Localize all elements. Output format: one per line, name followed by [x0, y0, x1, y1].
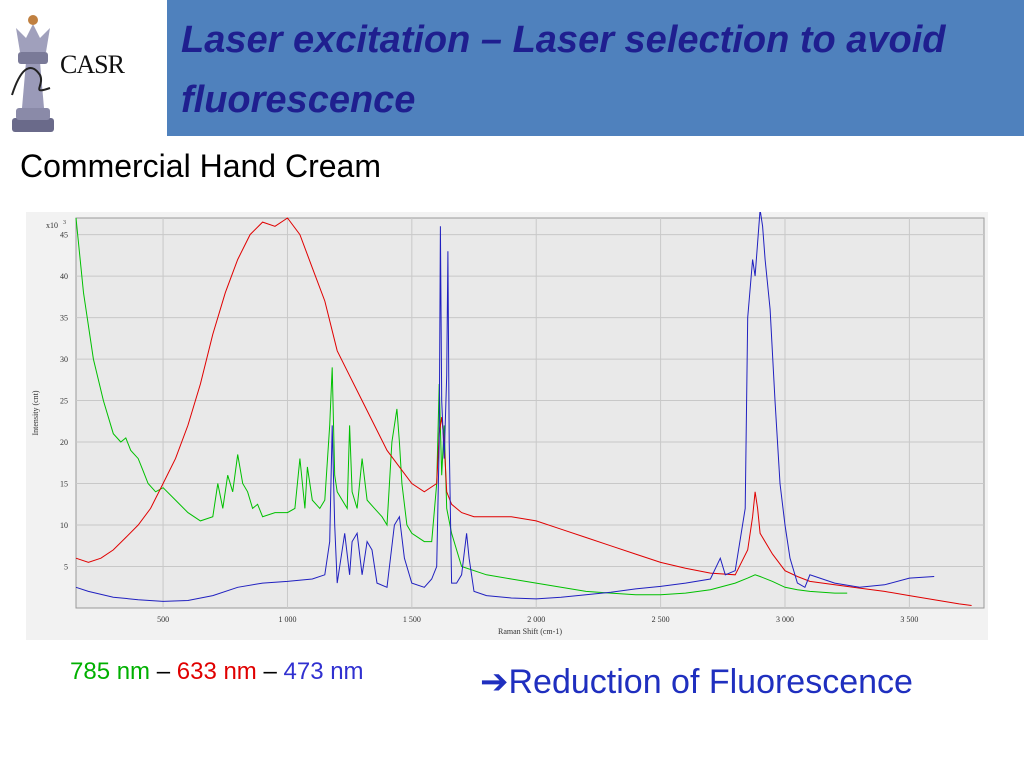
conclusion-text: Reduction of Fluorescence [508, 663, 913, 701]
x-tick-label: 2 500 [652, 615, 670, 624]
chess-queen-logo-icon [11, 15, 54, 132]
slide-subtitle: Commercial Hand Cream [20, 148, 381, 184]
y-tick-label: 35 [60, 314, 68, 323]
y-tick-label: 15 [60, 480, 68, 489]
x-tick-label: 2 000 [527, 615, 545, 624]
laser-legend: 785 nm – 633 nm – 473 nm [70, 658, 364, 686]
y-tick-label: 40 [60, 272, 68, 281]
series-line-785-nm [75, 217, 848, 596]
x-tick-label: 3 000 [776, 615, 794, 624]
series-line-473-nm [75, 212, 935, 602]
legend-separator: – [256, 658, 284, 685]
y-multiplier-exponent: 3 [63, 220, 66, 226]
legend-item-633: 633 nm [176, 658, 257, 685]
y-tick-label: 30 [60, 355, 68, 364]
y-tick-label: 45 [60, 231, 68, 240]
raman-chart-svg: 500 1 000 1 500 2 000 2 500 3 000 3 500 5 10 15 20… [31, 212, 985, 636]
casr-logo: CASR [0, 0, 165, 138]
logo-text: CASR [60, 50, 125, 79]
legend-item-785: 785 nm [70, 658, 151, 685]
slide-title: Laser excitation – Laser selection to av… [181, 19, 946, 121]
legend-separator: – [150, 658, 177, 685]
y-tick-label: 5 [64, 563, 68, 572]
arrow-right-icon: ➔ [480, 663, 509, 701]
y-tick-label: 10 [60, 521, 68, 530]
x-tick-label: 1 000 [278, 615, 296, 624]
raman-chart: 500 1 000 1 500 2 000 2 500 3 000 3 500 5 10 15 20… [26, 212, 988, 640]
y-multiplier-label: x10 [46, 221, 58, 230]
x-tick-label: 500 [157, 615, 169, 624]
y-tick-label: 20 [60, 438, 68, 447]
x-tick-label: 1 500 [403, 615, 421, 624]
legend-item-473: 473 nm [283, 658, 364, 685]
plot-area [75, 217, 985, 609]
title-bar: Laser excitation – Laser selection to av… [167, 0, 1024, 136]
x-axis-label: Raman Shift (cm-1) [498, 627, 562, 636]
y-tick-label: 25 [60, 397, 68, 406]
conclusion: ➔Reduction of Fluorescence [480, 662, 913, 702]
y-axis-label: Intensity (cnt) [31, 390, 40, 435]
x-tick-label: 3 500 [900, 615, 918, 624]
